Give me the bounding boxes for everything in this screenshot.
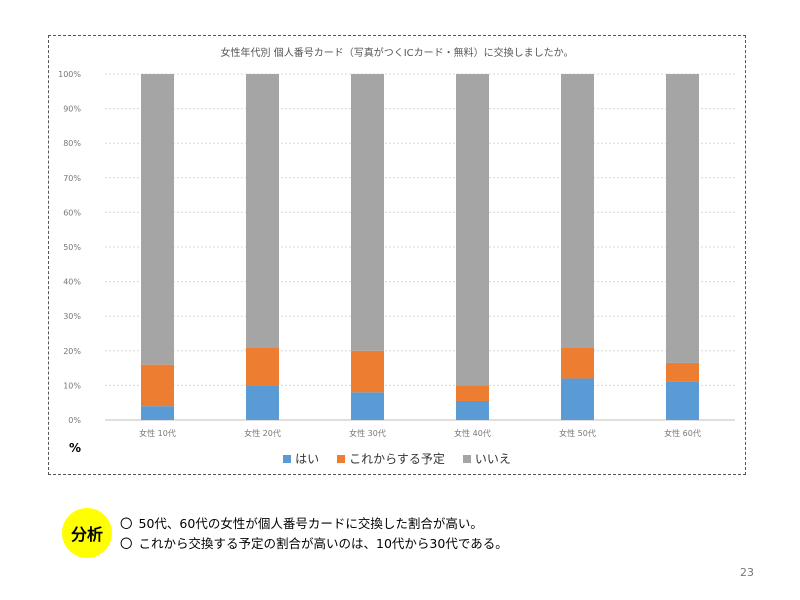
bar-segment-1 — [561, 378, 594, 420]
chart-plot: 0% 10% 20% 30% 40% 50% 60% 70% 80% 90% 100% 女性 10代 女… — [58, 70, 735, 438]
y-unit-label: % — [69, 441, 82, 455]
analysis-line-2: 〇 これから交換する予定の割合が高いのは、10代から30代である。 — [120, 534, 508, 554]
x-tick-label: 女性 40代 — [454, 428, 491, 438]
bullet-circle: 〇 — [120, 516, 133, 531]
bar-segment-1 — [666, 381, 699, 420]
bar-segment-3 — [351, 74, 384, 351]
bar-segment-2 — [456, 385, 489, 401]
bar-segment-1 — [246, 385, 279, 420]
chart-frame: 女性年代別 個人番号カード（写真がつくICカード・無料）に交換しましたか。 0%… — [48, 35, 746, 475]
analysis-text-2: これから交換する予定の割合が高いのは、10代から30代である。 — [138, 536, 508, 551]
x-tick-label: 女性 50代 — [559, 428, 596, 438]
x-tick-label: 女性 10代 — [139, 428, 176, 438]
legend-item: はい — [283, 450, 319, 467]
bar-segment-3 — [456, 74, 489, 386]
legend-item: これからする予定 — [337, 450, 445, 467]
bar-segment-1 — [141, 406, 174, 420]
legend-label: これからする予定 — [349, 452, 445, 466]
legend-swatch — [337, 454, 346, 463]
bar-segment-2 — [666, 362, 699, 382]
y-tick-label: 100% — [58, 70, 81, 79]
bar-segment-2 — [351, 350, 384, 393]
bar-segment-1 — [351, 392, 384, 420]
bar-segment-2 — [141, 364, 174, 407]
y-tick-label: 50% — [63, 243, 81, 252]
page-number: 23 — [740, 566, 754, 579]
bar-segment-2 — [246, 347, 279, 386]
x-tick-label: 女性 20代 — [244, 428, 281, 438]
bullet-circle: 〇 — [120, 536, 133, 551]
analysis-line-1: 〇 50代、60代の女性が個人番号カードに交換した割合が高い。 — [120, 514, 508, 534]
bar-segment-3 — [561, 74, 594, 348]
legend-label: はい — [295, 452, 320, 466]
legend-label: いいえ — [474, 452, 511, 466]
bar-segment-3 — [666, 74, 699, 363]
y-tick-label: 20% — [63, 347, 81, 356]
y-tick-label: 40% — [63, 278, 81, 287]
y-tick-label: 30% — [63, 312, 81, 321]
y-tick-label: 80% — [63, 139, 81, 148]
bar-segment-1 — [456, 400, 489, 420]
legend-item: いいえ — [462, 450, 511, 467]
analysis-text: 〇 50代、60代の女性が個人番号カードに交換した割合が高い。 〇 これから交換… — [120, 514, 508, 554]
analysis-text-1: 50代、60代の女性が個人番号カードに交換した割合が高い。 — [138, 516, 483, 531]
y-tick-label: 0% — [68, 416, 81, 425]
x-tick-label: 女性 60代 — [664, 428, 701, 438]
x-tick-label: 女性 30代 — [349, 428, 386, 438]
y-tick-label: 10% — [63, 381, 81, 390]
bar-segment-3 — [246, 74, 279, 348]
bar-segment-3 — [141, 74, 174, 365]
legend-swatch — [283, 454, 292, 463]
chart-title: 女性年代別 個人番号カード（写真がつくICカード・無料）に交換しましたか。 — [220, 48, 574, 59]
chart-legend: はい これからする予定 いいえ — [49, 450, 745, 467]
legend-swatch — [462, 454, 471, 463]
analysis-badge: 分析 — [62, 508, 112, 558]
bar-segment-2 — [561, 347, 594, 379]
y-tick-label: 90% — [63, 105, 81, 114]
y-tick-label: 60% — [63, 208, 81, 217]
y-tick-label: 70% — [63, 174, 81, 183]
